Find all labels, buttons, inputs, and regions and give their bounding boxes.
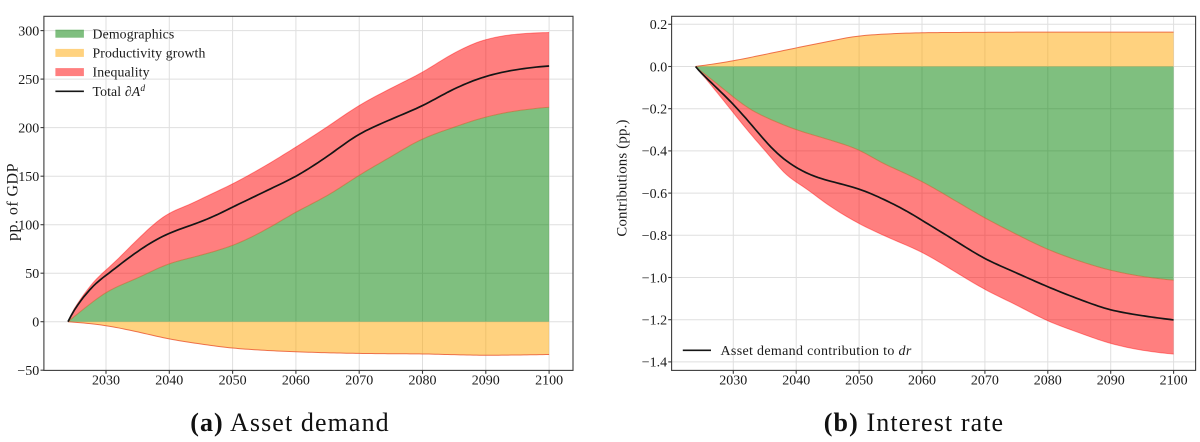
- svg-text:2060: 2060: [908, 374, 936, 389]
- svg-text:2040: 2040: [782, 374, 810, 389]
- svg-text:−1.4: −1.4: [642, 356, 667, 371]
- svg-text:2040: 2040: [155, 374, 183, 389]
- svg-text:Total ∂Ad: Total ∂Ad: [93, 84, 146, 99]
- svg-text:(a) Asset demand: (a) Asset demand: [190, 408, 390, 437]
- svg-text:2070: 2070: [971, 374, 999, 389]
- svg-text:2030: 2030: [719, 374, 747, 389]
- svg-text:2090: 2090: [472, 374, 500, 389]
- svg-text:2100: 2100: [1160, 374, 1188, 389]
- svg-text:Contributions (pp.): Contributions (pp.): [615, 119, 631, 236]
- svg-text:−0.4: −0.4: [642, 145, 667, 160]
- svg-text:0.2: 0.2: [650, 18, 668, 33]
- svg-text:Asset demand contribution to d: Asset demand contribution to dr: [721, 344, 912, 359]
- svg-text:50: 50: [25, 267, 39, 282]
- svg-text:2080: 2080: [1034, 374, 1062, 389]
- svg-text:2070: 2070: [345, 374, 373, 389]
- svg-text:0: 0: [32, 316, 39, 331]
- svg-text:Inequality: Inequality: [93, 65, 150, 80]
- svg-text:(b) Interest rate: (b) Interest rate: [824, 408, 1004, 437]
- svg-text:200: 200: [18, 121, 39, 136]
- svg-text:pp. of GDP: pp. of GDP: [5, 163, 22, 241]
- svg-text:2080: 2080: [409, 374, 437, 389]
- svg-text:150: 150: [18, 170, 39, 185]
- svg-text:Demographics: Demographics: [93, 26, 175, 41]
- svg-text:2060: 2060: [282, 374, 310, 389]
- svg-text:−50: −50: [17, 364, 39, 379]
- svg-text:300: 300: [18, 24, 39, 39]
- svg-text:2050: 2050: [219, 374, 247, 389]
- svg-text:−0.8: −0.8: [642, 229, 667, 244]
- svg-text:−0.2: −0.2: [642, 103, 667, 118]
- svg-text:0.0: 0.0: [650, 60, 668, 75]
- svg-text:100: 100: [18, 219, 39, 234]
- svg-text:Productivity growth: Productivity growth: [93, 46, 206, 61]
- svg-text:−1.0: −1.0: [642, 271, 667, 286]
- svg-text:250: 250: [18, 73, 39, 88]
- svg-text:2050: 2050: [845, 374, 873, 389]
- svg-text:2030: 2030: [92, 374, 120, 389]
- svg-text:2090: 2090: [1097, 374, 1125, 389]
- svg-text:2100: 2100: [535, 374, 563, 389]
- svg-text:−0.6: −0.6: [642, 187, 667, 202]
- svg-text:−1.2: −1.2: [642, 314, 667, 329]
